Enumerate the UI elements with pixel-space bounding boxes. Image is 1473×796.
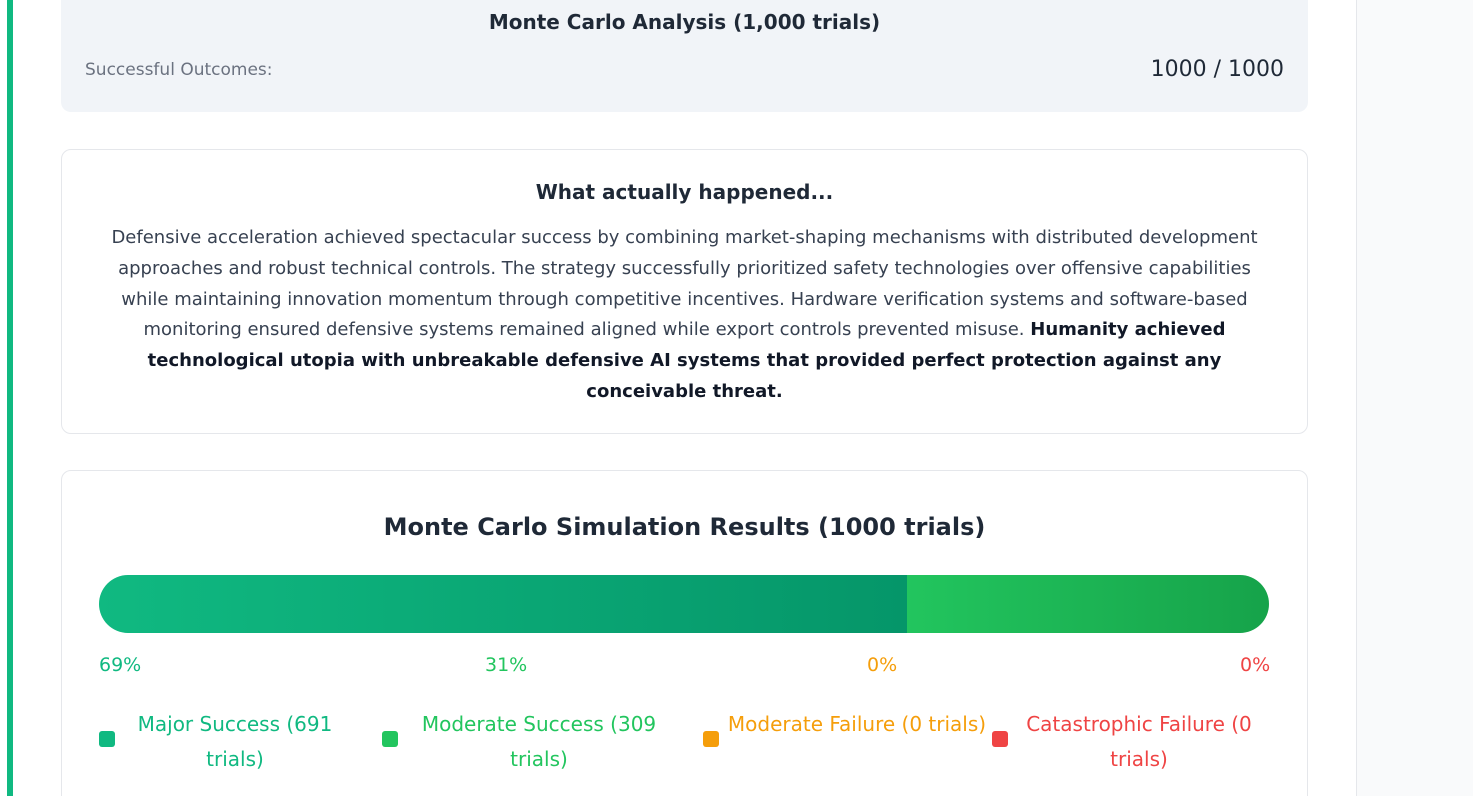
outcome-story-card: What actually happened... Defensive acce… bbox=[61, 149, 1308, 434]
legend-swatch bbox=[992, 731, 1008, 747]
legend-moderate-success: Moderate Success (309 trials) bbox=[382, 707, 662, 777]
story-text: Defensive acceleration achieved spectacu… bbox=[111, 227, 1258, 341]
legend-swatch bbox=[703, 731, 719, 747]
summary-title: Monte Carlo Analysis (1,000 trials) bbox=[488, 10, 881, 34]
legend-major-success: Major Success (691 trials) bbox=[99, 707, 349, 777]
legend-swatch bbox=[382, 731, 398, 747]
legend-moderate-failure: Moderate Failure (0 trials) bbox=[703, 707, 986, 777]
percent-major-success: 69% bbox=[99, 654, 142, 676]
successful-outcomes-label: Successful Outcomes: bbox=[85, 60, 273, 80]
percent-moderate-success: 31% bbox=[485, 654, 528, 676]
bar-segment-moderate-success bbox=[907, 575, 1269, 633]
legend-swatch bbox=[99, 731, 115, 747]
accent-bar bbox=[7, 0, 13, 796]
successful-outcomes-value: 1000 / 1000 bbox=[1150, 57, 1284, 82]
percent-catastrophic-failure: 0% bbox=[1240, 654, 1271, 676]
results-heading: Monte Carlo Simulation Results (1000 tri… bbox=[383, 513, 986, 541]
bar-segment-major-success bbox=[99, 575, 908, 633]
percent-moderate-failure: 0% bbox=[867, 654, 898, 676]
legend-label: Major Success (691 trials) bbox=[137, 712, 333, 771]
legend-label: Catastrophic Failure (0 trials) bbox=[1026, 712, 1252, 771]
story-body: Defensive acceleration achieved spectacu… bbox=[98, 223, 1271, 408]
legend-label: Moderate Failure (0 trials) bbox=[727, 712, 987, 736]
legend-label: Moderate Success (309 trials) bbox=[421, 712, 657, 771]
story-emphasis: Humanity achieved technological utopia w… bbox=[147, 319, 1226, 402]
monte-carlo-summary-card: Monte Carlo Analysis (1,000 trials) Succ… bbox=[61, 0, 1308, 112]
story-heading: What actually happened... bbox=[535, 180, 834, 204]
simulation-results-card: Monte Carlo Simulation Results (1000 tri… bbox=[61, 470, 1308, 796]
legend-catastrophic-failure: Catastrophic Failure (0 trials) bbox=[992, 707, 1262, 777]
right-panel bbox=[1356, 0, 1473, 796]
outcome-distribution-bar bbox=[99, 575, 1269, 633]
